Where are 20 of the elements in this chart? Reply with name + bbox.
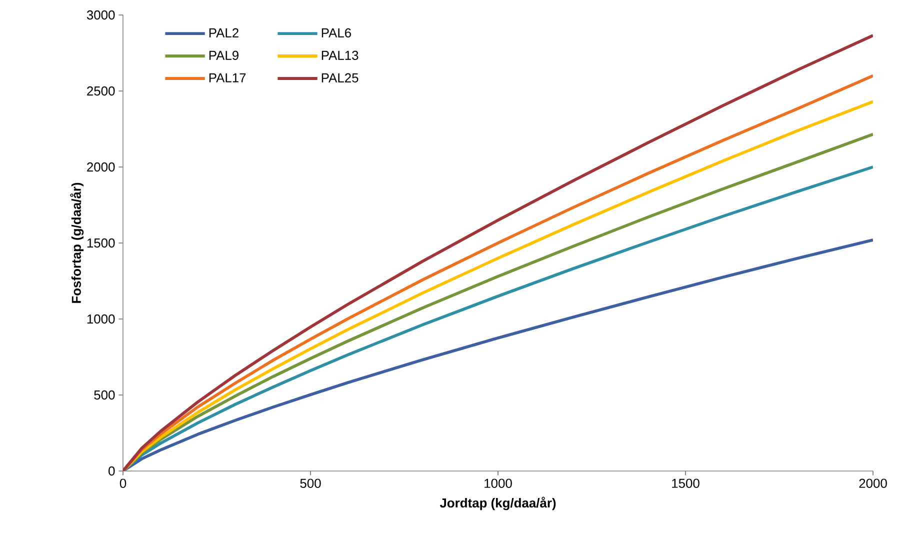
y-tick-label: 1000 bbox=[87, 314, 115, 324]
x-axis-title: Jordtap (kg/daa/år) bbox=[440, 496, 556, 510]
x-tick-label: 500 bbox=[300, 478, 321, 488]
legend-label: PAL25 bbox=[322, 73, 358, 82]
y-tick-label: 2500 bbox=[87, 86, 115, 96]
x-tick-label: 1000 bbox=[484, 478, 512, 488]
legend-label: PAL17 bbox=[209, 73, 246, 82]
y-tick-label: 1500 bbox=[87, 238, 115, 248]
legend-label: PAL6 bbox=[322, 28, 352, 38]
y-tick-label: 3000 bbox=[86, 10, 115, 20]
y-axis-title: Fosfortap (g/daa/år) bbox=[70, 182, 84, 303]
x-tick-label: 0 bbox=[120, 478, 126, 488]
legend-label: PAL13 bbox=[322, 50, 358, 60]
x-tick-label: 1500 bbox=[672, 478, 700, 488]
y-tick-label: 2000 bbox=[87, 162, 115, 172]
x-tick-label: 2000 bbox=[859, 478, 887, 488]
y-tick-label: 500 bbox=[94, 390, 115, 400]
legend-label: PAL9 bbox=[209, 50, 238, 60]
y-tick-label: 0 bbox=[108, 466, 115, 476]
legend-label: PAL2 bbox=[209, 28, 238, 38]
